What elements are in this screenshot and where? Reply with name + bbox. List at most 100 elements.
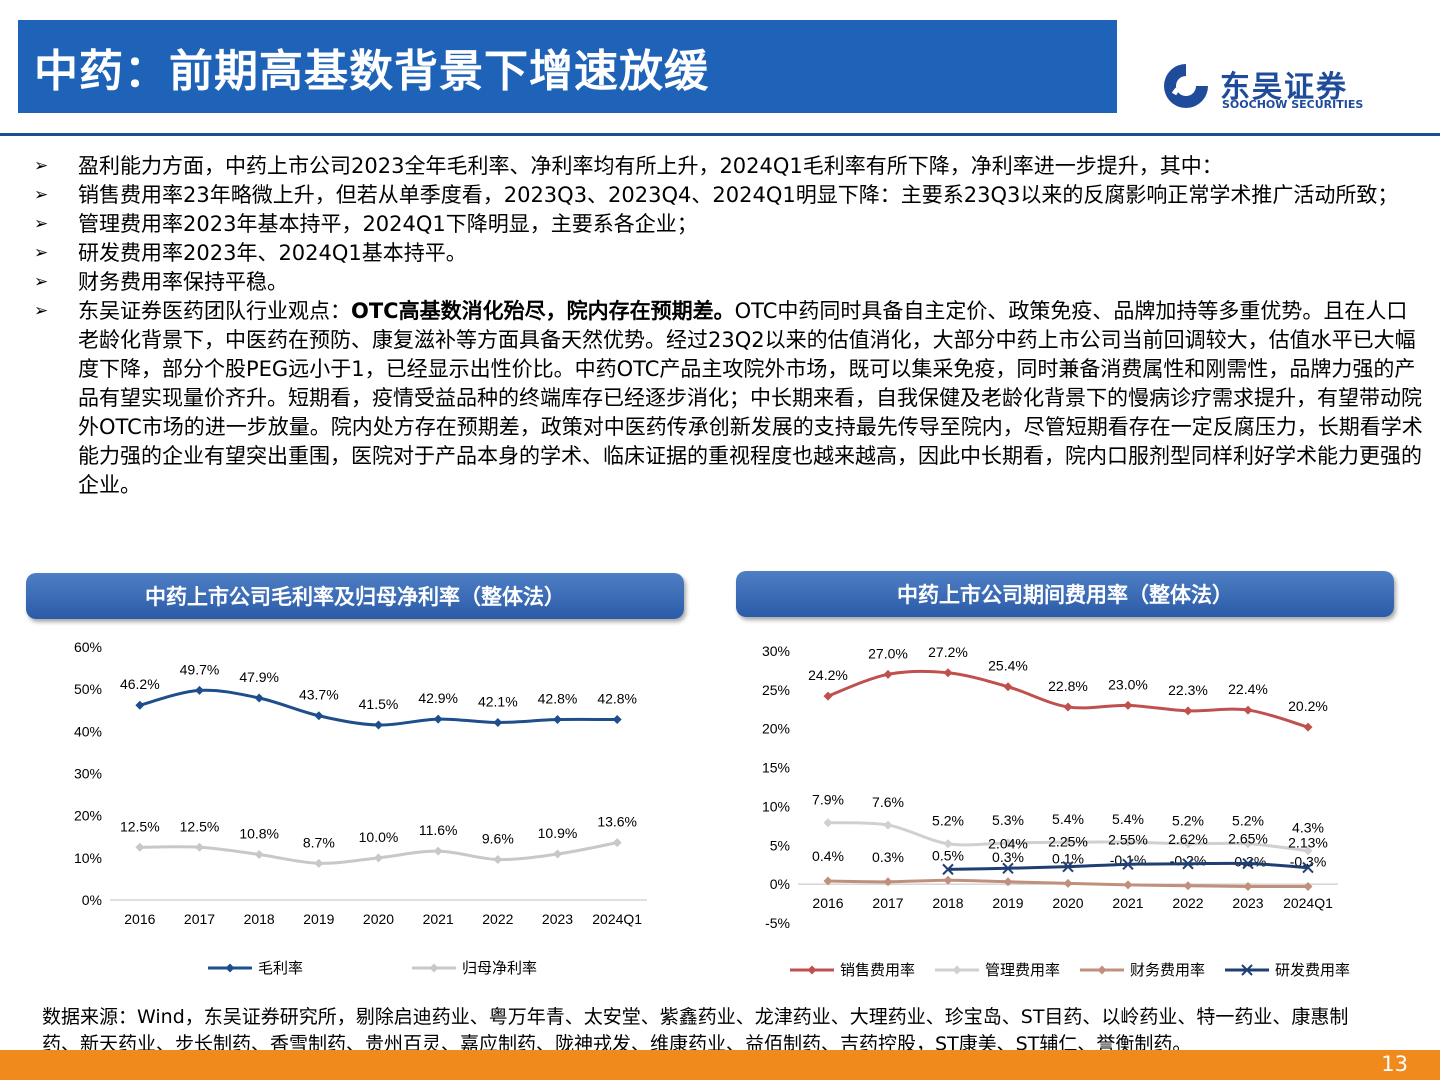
data-label: 5.4% bbox=[1112, 811, 1144, 827]
legend-label: 财务费用率 bbox=[1130, 962, 1205, 979]
x-tick-label: 2018 bbox=[244, 911, 275, 927]
y-tick-label: 50% bbox=[74, 681, 102, 697]
chart2-header: 中药上市公司期间费用率（整体法） bbox=[736, 571, 1394, 617]
data-point bbox=[195, 842, 204, 852]
data-label: 42.8% bbox=[538, 691, 578, 707]
series-销售费用率: 24.2% 27.0% 27.2% 25.4% 22.8% 23.0% 22.3% 22.4%… bbox=[808, 644, 1328, 732]
bullet-text: 销售费用率23年略微上升，但若从单季度看，2023Q3、2023Q4、2024Q… bbox=[78, 183, 1399, 207]
data-source-note: 数据来源：Wind，东吴证券研究所，剔除启迪药业、粤万年青、太安堂、紫鑫药业、龙… bbox=[42, 1006, 1349, 1055]
data-point bbox=[1002, 862, 1014, 874]
data-label: 42.9% bbox=[418, 690, 458, 706]
legend-marker bbox=[1241, 964, 1253, 976]
data-label: 22.4% bbox=[1228, 681, 1268, 697]
data-point bbox=[1302, 861, 1314, 874]
page-number: 13 bbox=[1381, 1052, 1408, 1076]
data-point bbox=[1123, 837, 1133, 847]
bullet-text: 财务费用率保持平稳。 bbox=[78, 270, 288, 294]
data-label: 2.65% bbox=[1228, 831, 1268, 847]
data-label: 5.2% bbox=[1232, 813, 1264, 829]
data-point bbox=[1183, 881, 1193, 891]
data-point bbox=[433, 846, 443, 856]
bullet-text-cont: OTC中药同时具备自主定价、政策免疫、品牌加持等多重优势。且在人口老龄化背景下，… bbox=[78, 299, 1423, 497]
x-tick-label: 2018 bbox=[932, 895, 963, 911]
data-label: 25.4% bbox=[988, 658, 1028, 674]
bullet-list: ➢ 盈利能力方面，中药上市公司2023全年毛利率、净利率均有所上升，2024Q1毛… bbox=[34, 152, 1424, 500]
legend-label: 管理费用率 bbox=[985, 962, 1060, 979]
x-tick-label: 2023 bbox=[1232, 895, 1263, 911]
data-point bbox=[374, 853, 383, 863]
data-label: 2.62% bbox=[1168, 831, 1208, 847]
data-point bbox=[823, 876, 833, 886]
legend-marker bbox=[429, 963, 439, 973]
bullet-item: ➢ 管理费用率2023年基本持平，2024Q1下降明显，主要系各企业； bbox=[34, 210, 1424, 239]
margin-chart: 0% 10% 20% 30% 40% 50% 60% 2016 2017 2018 2019 2020… bbox=[74, 639, 647, 977]
legend-marker bbox=[807, 965, 817, 975]
arrow-bullet-icon: ➢ bbox=[34, 214, 49, 234]
legend-label: 销售费用率 bbox=[840, 962, 915, 979]
data-point bbox=[883, 820, 893, 830]
data-label: 2.55% bbox=[1108, 831, 1148, 847]
data-label: 42.1% bbox=[478, 693, 518, 709]
data-label: -0.2% bbox=[1170, 853, 1207, 869]
bullet-text: 研发费用率2023年、2024Q1基本持平。 bbox=[78, 241, 467, 265]
bullet-item: ➢ 财务费用率保持平稳。 bbox=[34, 268, 1424, 297]
data-label: 10.0% bbox=[359, 829, 399, 845]
x-tick-label: 2024Q1 bbox=[592, 911, 642, 927]
logo-text-cn: 东吴证券 bbox=[1220, 70, 1348, 105]
data-point bbox=[195, 685, 204, 695]
data-label: 20.2% bbox=[1288, 698, 1328, 714]
data-label: 8.7% bbox=[303, 834, 335, 850]
bullet-item: ➢ 销售费用率23年略微上升，但若从单季度看，2023Q3、2023Q4、2024… bbox=[34, 181, 1424, 210]
series-归母净利率: 12.5% 12.5% 10.8% 8.7% 10.0% 11.6% 9.6% 10.9% 13… bbox=[120, 814, 637, 868]
data-label: 7.9% bbox=[812, 792, 844, 808]
data-point bbox=[135, 700, 145, 710]
data-point bbox=[1243, 705, 1253, 715]
x-tick-label: 2020 bbox=[1052, 895, 1083, 911]
y-tick-label: 0% bbox=[770, 876, 790, 892]
y-tick-label: 60% bbox=[74, 639, 102, 655]
data-label: 0.4% bbox=[812, 848, 844, 864]
data-point bbox=[254, 693, 264, 703]
data-point bbox=[1243, 839, 1253, 849]
data-label: 0.3% bbox=[992, 849, 1024, 865]
data-label: 22.3% bbox=[1168, 682, 1208, 698]
data-point bbox=[1062, 860, 1074, 873]
data-label: 5.4% bbox=[1052, 811, 1084, 827]
data-point bbox=[1122, 858, 1134, 871]
x-tick-label: 2021 bbox=[1112, 895, 1143, 911]
x-tick-label: 2019 bbox=[303, 911, 334, 927]
legend-marker bbox=[1097, 965, 1107, 975]
data-label: 23.0% bbox=[1108, 676, 1148, 692]
x-tick-label: 2023 bbox=[542, 911, 573, 927]
data-point bbox=[1182, 858, 1194, 870]
data-point bbox=[883, 669, 893, 679]
data-point bbox=[943, 875, 953, 885]
data-point bbox=[1303, 881, 1313, 891]
bullet-text: 盈利能力方面，中药上市公司2023全年毛利率、净利率均有所上升，2024Q1毛利… bbox=[78, 154, 1223, 178]
chart1-header: 中药上市公司毛利率及归母净利率（整体法） bbox=[26, 573, 684, 619]
data-point bbox=[1063, 878, 1073, 888]
data-point bbox=[1183, 706, 1193, 716]
data-point bbox=[135, 842, 145, 852]
data-label: 2.04% bbox=[988, 835, 1028, 851]
data-label: 4.3% bbox=[1292, 820, 1324, 836]
legend-marker bbox=[225, 963, 235, 973]
data-label: 9.6% bbox=[482, 831, 514, 847]
x-tick-label: 2022 bbox=[1172, 895, 1203, 911]
legend-label: 毛利率 bbox=[258, 960, 303, 977]
data-label: 13.6% bbox=[597, 814, 637, 830]
data-point bbox=[1243, 881, 1253, 891]
bullet-item: ➢ 盈利能力方面，中药上市公司2023全年毛利率、净利率均有所上升，2024Q1毛… bbox=[34, 152, 1424, 181]
legend-marker bbox=[952, 965, 962, 975]
data-label: 5.3% bbox=[992, 812, 1024, 828]
y-tick-label: 40% bbox=[74, 723, 102, 739]
data-point bbox=[1003, 682, 1013, 692]
data-label: 10.8% bbox=[239, 825, 279, 841]
data-label: 5.2% bbox=[1172, 813, 1204, 829]
data-point bbox=[1063, 702, 1073, 712]
data-label: 22.8% bbox=[1048, 678, 1088, 694]
data-point bbox=[493, 855, 503, 865]
x-tick-label: 2019 bbox=[992, 895, 1023, 911]
series-研发费用率: 2.04% 2.25% 2.55% 2.62% 2.65% 2.13% bbox=[942, 831, 1328, 876]
bullet-item: ➢ 东吴证券医药团队行业观点：OTC高基数消化殆尽，院内存在预期差。OTC中药同时… bbox=[34, 297, 1424, 500]
